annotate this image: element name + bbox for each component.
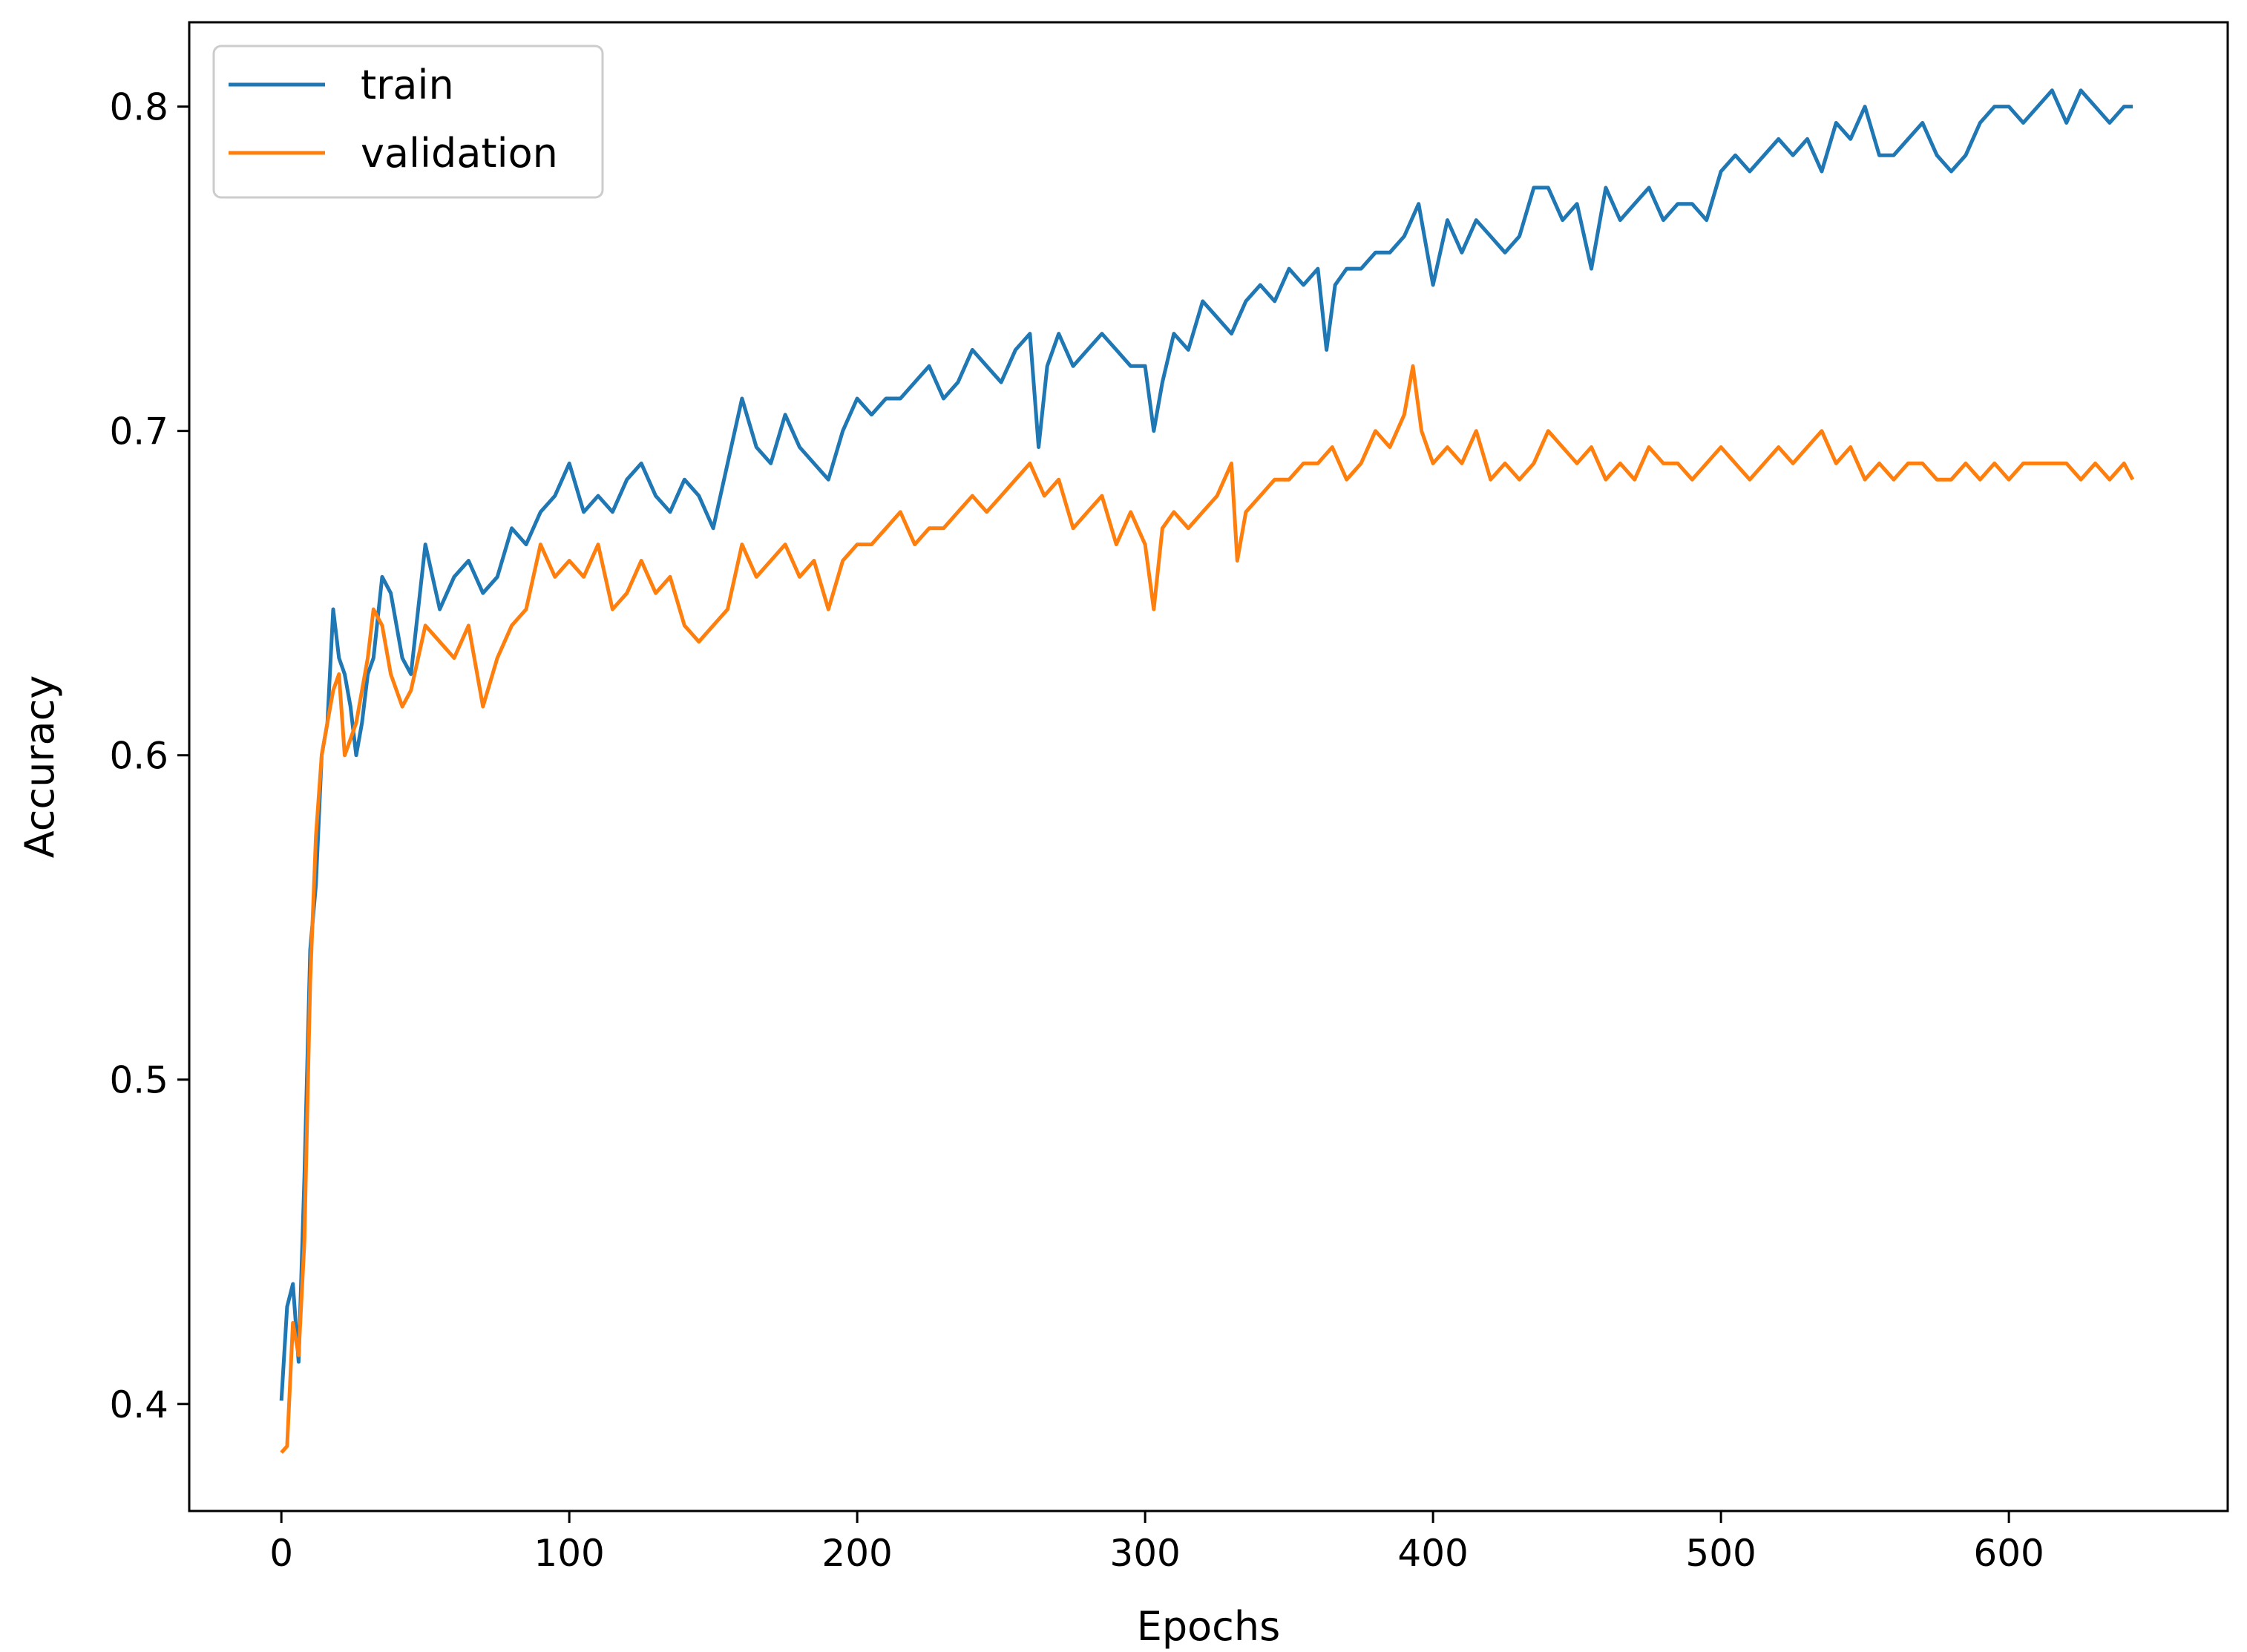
x-tick-label: 300 (1109, 1532, 1180, 1575)
x-tick-label: 0 (269, 1532, 293, 1575)
x-axis-label: Epochs (1137, 1603, 1280, 1650)
x-tick-label: 400 (1397, 1532, 1468, 1575)
legend-label-train: train (361, 62, 454, 108)
x-axis-ticks: 0 100 200 300 400 500 600 (269, 1511, 2044, 1575)
x-tick-label: 200 (821, 1532, 892, 1575)
y-tick-label: 0.5 (109, 1059, 168, 1102)
series-line-validation (280, 364, 2135, 1454)
legend: train validation (212, 45, 604, 199)
y-axis-ticks: 0.4 0.5 0.6 0.7 0.8 (109, 86, 189, 1426)
y-tick-label: 0.7 (109, 410, 168, 453)
x-tick-label: 600 (1973, 1532, 2044, 1575)
x-tick-label: 100 (534, 1532, 604, 1575)
y-axis-label: Accuracy (16, 675, 63, 859)
y-tick-label: 0.6 (109, 735, 168, 778)
y-tick-label: 0.4 (109, 1383, 168, 1426)
series-layer (279, 88, 2135, 1454)
x-tick-label: 500 (1685, 1532, 1756, 1575)
y-tick-label: 0.8 (109, 86, 168, 129)
axes-frame (188, 21, 2229, 1512)
series-line-train (279, 88, 2133, 1401)
legend-label-validation: validation (361, 130, 558, 177)
